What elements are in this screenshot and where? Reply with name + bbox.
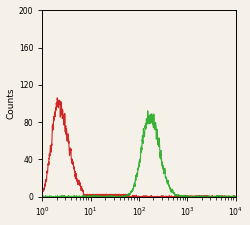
Y-axis label: Counts: Counts bbox=[7, 88, 16, 119]
